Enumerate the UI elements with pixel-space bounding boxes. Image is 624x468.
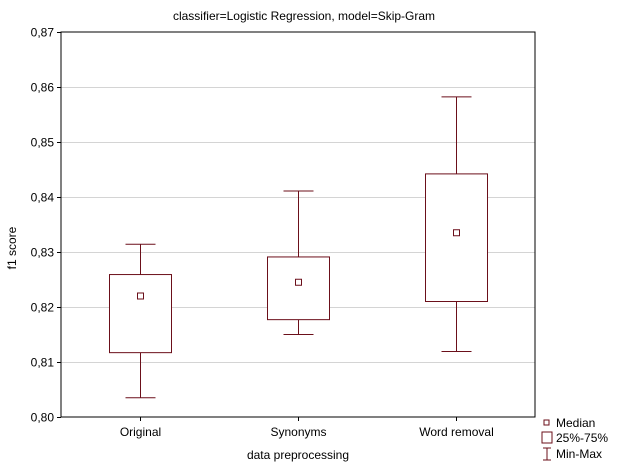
median-marker [137, 292, 144, 300]
x-axis-ticks: Original Synonyms Word removal [120, 417, 494, 439]
y-tick-label: 0,83 [31, 246, 55, 260]
chart-title: classifier=Logistic Regression, model=Sk… [173, 9, 435, 23]
box-plots [109, 96, 488, 399]
legend-label: Min-Max [556, 447, 602, 461]
iqr-box [267, 256, 330, 321]
y-tick-label: 0,80 [31, 411, 55, 425]
median-marker [453, 229, 460, 237]
x-tick-label: Original [120, 425, 161, 439]
y-tick-label: 0,85 [31, 136, 55, 150]
legend-label: 25%-75% [556, 431, 608, 445]
box-word-removal [425, 96, 488, 353]
y-tick-label: 0,86 [31, 81, 55, 95]
y-tick-label: 0,81 [31, 356, 55, 370]
x-axis-label: data preprocessing [247, 448, 349, 462]
legend-label: Median [556, 416, 595, 430]
median-marker [295, 278, 302, 286]
y-axis-label: f1 score [5, 226, 19, 269]
legend-box-icon [541, 431, 553, 444]
x-tick-label: Synonyms [270, 425, 326, 439]
box-original [109, 243, 172, 399]
y-tick-label: 0,84 [31, 191, 55, 205]
box-synonyms [267, 190, 330, 335]
legend-item-median: Median [543, 416, 595, 430]
legend-item-box: 25%-75% [541, 431, 608, 445]
y-axis-ticks: 0,80 0,81 0,82 0,83 0,84 0,85 0,86 0,87 [31, 26, 61, 425]
iqr-box [109, 274, 172, 354]
y-tick-label: 0,82 [31, 301, 55, 315]
y-tick-label: 0,87 [31, 26, 55, 40]
legend-median-icon [543, 419, 550, 426]
iqr-box [425, 173, 488, 302]
x-tick-label: Word removal [419, 425, 493, 439]
legend-item-whisker: Min-Max [543, 447, 602, 461]
